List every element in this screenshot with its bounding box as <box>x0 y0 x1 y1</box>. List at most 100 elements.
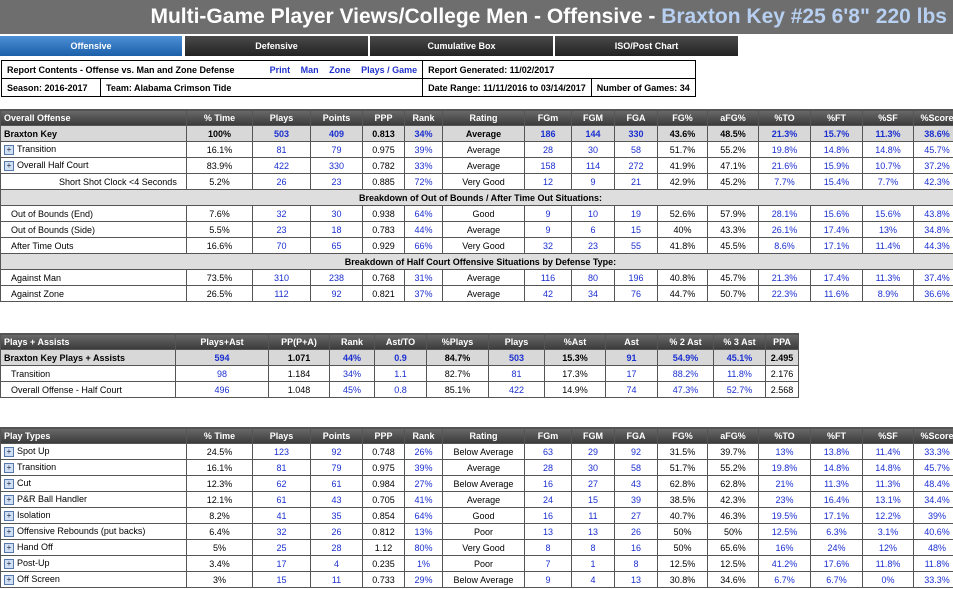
column-header[interactable]: %Score <box>913 427 953 444</box>
table-cell[interactable]: 32 <box>252 523 311 540</box>
table-cell[interactable]: 123 <box>252 443 311 460</box>
table-cell[interactable]: 62 <box>252 475 311 492</box>
column-header[interactable]: %SF <box>862 427 914 444</box>
table-cell[interactable]: 19.5% <box>758 507 811 524</box>
table-cell[interactable]: 21.6% <box>758 157 811 174</box>
table-cell[interactable]: 44% <box>404 221 443 238</box>
table-cell[interactable]: 13% <box>862 221 914 238</box>
expand-icon[interactable]: + <box>4 144 14 155</box>
table-cell[interactable]: 21% <box>758 475 811 492</box>
table-cell[interactable]: 92 <box>614 443 658 460</box>
table-cell[interactable]: 44% <box>329 349 375 366</box>
table-cell[interactable]: 19.8% <box>758 141 811 158</box>
zone-link[interactable]: Zone <box>329 64 351 75</box>
table-cell[interactable]: 52.7% <box>713 381 766 398</box>
column-header[interactable]: Plays + Assists <box>0 333 176 350</box>
plays-per-game-link[interactable]: Plays / Game <box>361 64 418 75</box>
table-cell[interactable]: 38.6% <box>913 125 953 142</box>
table-cell[interactable]: 594 <box>175 349 269 366</box>
table-cell[interactable]: 144 <box>571 125 615 142</box>
expand-icon[interactable]: + <box>4 574 14 585</box>
table-cell[interactable]: 18 <box>310 221 363 238</box>
table-cell[interactable]: 0.8 <box>374 381 427 398</box>
table-cell[interactable]: 17 <box>605 365 658 382</box>
column-header[interactable]: %FT <box>810 109 863 126</box>
table-cell[interactable]: 45.7% <box>913 141 953 158</box>
table-cell[interactable]: 21 <box>614 173 658 190</box>
table-cell[interactable]: 33% <box>404 157 443 174</box>
table-cell[interactable]: 79 <box>310 141 363 158</box>
table-cell[interactable]: 16.4% <box>810 491 863 508</box>
column-header[interactable]: PPP <box>362 427 405 444</box>
table-cell[interactable]: 48.4% <box>913 475 953 492</box>
table-cell[interactable]: 1.1 <box>374 365 427 382</box>
column-header[interactable]: Rating <box>442 427 525 444</box>
table-cell[interactable]: 42 <box>524 285 572 302</box>
table-cell[interactable]: 16 <box>524 507 572 524</box>
table-cell[interactable]: 28 <box>524 459 572 476</box>
table-cell[interactable]: 11.4% <box>862 443 914 460</box>
table-cell[interactable]: 41 <box>252 507 311 524</box>
table-cell[interactable]: 330 <box>614 125 658 142</box>
column-header[interactable]: FGA <box>614 427 658 444</box>
table-cell[interactable]: 15 <box>571 491 615 508</box>
table-cell[interactable]: 4 <box>571 571 615 588</box>
table-cell[interactable]: 13 <box>571 523 615 540</box>
table-cell[interactable]: 45% <box>329 381 375 398</box>
column-header[interactable]: PPA <box>765 333 799 350</box>
column-header[interactable]: %SF <box>862 109 914 126</box>
table-cell[interactable]: 26 <box>310 523 363 540</box>
table-cell[interactable]: 41.2% <box>758 555 811 572</box>
table-cell[interactable]: 32 <box>252 205 311 222</box>
table-cell[interactable]: 29 <box>571 443 615 460</box>
table-cell[interactable]: 42.3% <box>913 173 953 190</box>
table-cell[interactable]: 17.1% <box>810 507 863 524</box>
column-header[interactable]: Points <box>310 427 363 444</box>
expand-icon[interactable]: + <box>4 446 14 457</box>
table-cell[interactable]: 8.9% <box>862 285 914 302</box>
column-header[interactable]: FGA <box>614 109 658 126</box>
table-cell[interactable]: 19 <box>614 205 658 222</box>
table-cell[interactable]: 11.6% <box>810 285 863 302</box>
table-cell[interactable]: 16 <box>614 539 658 556</box>
table-cell[interactable]: 26 <box>614 523 658 540</box>
table-cell[interactable]: 91 <box>605 349 658 366</box>
table-cell[interactable]: 27 <box>614 507 658 524</box>
column-header[interactable]: % 3 Ast <box>713 333 766 350</box>
table-cell[interactable]: 23% <box>758 491 811 508</box>
table-cell[interactable]: 30 <box>310 205 363 222</box>
table-cell[interactable]: 24 <box>524 491 572 508</box>
table-cell[interactable]: 11.8% <box>913 555 953 572</box>
table-cell[interactable]: 43 <box>614 475 658 492</box>
table-cell[interactable]: 0.9 <box>374 349 427 366</box>
table-cell[interactable]: 9 <box>524 571 572 588</box>
column-header[interactable]: Plays+Ast <box>175 333 269 350</box>
table-cell[interactable]: 55 <box>614 237 658 254</box>
table-cell[interactable]: 32 <box>524 237 572 254</box>
table-cell[interactable]: 11.3% <box>862 475 914 492</box>
table-cell[interactable]: 21.3% <box>758 125 811 142</box>
column-header[interactable]: FGM <box>571 109 615 126</box>
table-cell[interactable]: 14.8% <box>862 141 914 158</box>
table-cell[interactable]: 27 <box>571 475 615 492</box>
column-header[interactable]: Points <box>310 109 363 126</box>
table-cell[interactable]: 7.7% <box>862 173 914 190</box>
column-header[interactable]: %Ast <box>544 333 606 350</box>
table-cell[interactable]: 14.8% <box>810 459 863 476</box>
table-cell[interactable]: 39 <box>614 491 658 508</box>
table-cell[interactable]: 9 <box>571 173 615 190</box>
table-cell[interactable]: 28 <box>310 539 363 556</box>
table-cell[interactable]: 28.1% <box>758 205 811 222</box>
table-cell[interactable]: 37.4% <box>913 269 953 286</box>
table-cell[interactable]: 6.3% <box>810 523 863 540</box>
expand-icon[interactable]: + <box>4 526 14 537</box>
column-header[interactable]: % Time <box>186 427 253 444</box>
table-cell[interactable]: 66% <box>404 237 443 254</box>
table-cell[interactable]: 11.3% <box>862 125 914 142</box>
table-cell[interactable]: 19.8% <box>758 459 811 476</box>
table-cell[interactable]: 23 <box>252 221 311 238</box>
table-cell[interactable]: 81 <box>252 459 311 476</box>
table-cell[interactable]: 114 <box>571 157 615 174</box>
table-cell[interactable]: 47.3% <box>657 381 714 398</box>
table-cell[interactable]: 80% <box>404 539 443 556</box>
